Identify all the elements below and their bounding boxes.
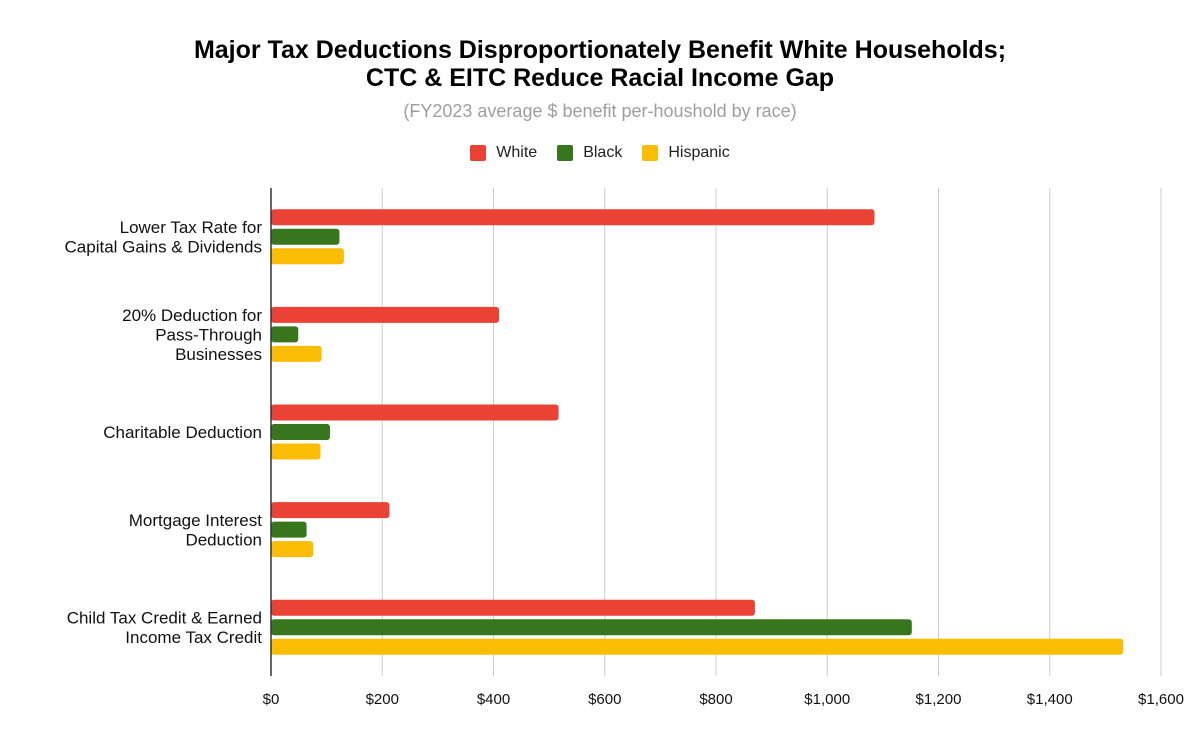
bar-white-20-deduction-for-pass-through-businesses — [271, 306, 500, 323]
category-label-child-tax-credit-earned-income-tax-credit: Child Tax Credit & Earned Income Tax Cred… — [67, 608, 263, 647]
chart-title-line-2: CTC & EITC Reduce Racial Income Gap — [365, 64, 835, 92]
legend-label-hispanic: Hispanic — [668, 144, 730, 161]
x-tick-label-600: $600 — [588, 691, 621, 708]
bar-black-lower-tax-rate-for-capital-gains-dividends — [271, 228, 340, 245]
bar-black-child-tax-credit-earned-income-tax-credit — [271, 619, 912, 636]
bar-black-20-deduction-for-pass-through-businesses — [271, 326, 299, 343]
legend-label-white: White — [496, 144, 538, 161]
bar-black-charitable-deduction — [271, 424, 330, 440]
legend-item-white[interactable]: White — [470, 144, 537, 162]
legend-item-black[interactable]: Black — [557, 144, 622, 162]
category-label-lower-tax-rate-for-capital-gains-dividends: Lower Tax Rate for Capital Gains & Divide… — [65, 218, 263, 256]
x-tick-label-1400: $1,400 — [1027, 691, 1073, 708]
bar-white-mortgage-interest-deduction — [271, 502, 390, 519]
x-tick-label-1600: $1,600 — [1138, 691, 1184, 708]
bar-black-mortgage-interest-deduction — [271, 521, 307, 538]
bar-hispanic-charitable-deduction — [271, 443, 321, 460]
chart-subtitle: (FY2023 average $ benefit per-houshold b… — [403, 101, 797, 121]
bar-hispanic-lower-tax-rate-for-capital-gains-dividends — [271, 248, 344, 265]
category-label-mortgage-interest-deduction: Mortgage Interest Deduction — [129, 511, 263, 550]
bar-white-lower-tax-rate-for-capital-gains-dividends — [271, 209, 875, 226]
chart-title: Major Tax Deductions Disproportionately … — [0, 36, 1200, 92]
category-label-charitable-deduction: Charitable Deduction — [103, 423, 262, 442]
legend-swatch-hispanic — [642, 145, 659, 161]
x-tick-label-200: $200 — [366, 691, 399, 708]
legend-item-hispanic[interactable]: Hispanic — [642, 144, 730, 162]
bar-hispanic-child-tax-credit-earned-income-tax-credit — [271, 638, 1124, 655]
x-tick-label-400: $400 — [477, 691, 510, 708]
chart-title-line-1: Major Tax Deductions Disproportionately … — [193, 36, 1007, 64]
legend-swatch-white — [470, 145, 487, 161]
legend-label-black: Black — [583, 144, 623, 161]
category-label-20-deduction-for-pass-through-businesses: 20% Deduction for Pass-Through Businesses — [122, 306, 262, 364]
chart-legend: White Black Hispanic — [0, 144, 1200, 162]
bar-hispanic-20-deduction-for-pass-through-businesses — [271, 345, 322, 362]
bar-white-child-tax-credit-earned-income-tax-credit — [271, 599, 755, 616]
bar-white-charitable-deduction — [271, 404, 559, 421]
x-tick-label-1000: $1,000 — [804, 691, 850, 708]
legend-swatch-black — [557, 145, 574, 161]
x-tick-label-0: $0 — [263, 691, 280, 708]
x-tick-label-1200: $1,200 — [916, 691, 962, 708]
bar-hispanic-mortgage-interest-deduction — [271, 541, 314, 558]
x-tick-label-800: $800 — [699, 691, 732, 708]
